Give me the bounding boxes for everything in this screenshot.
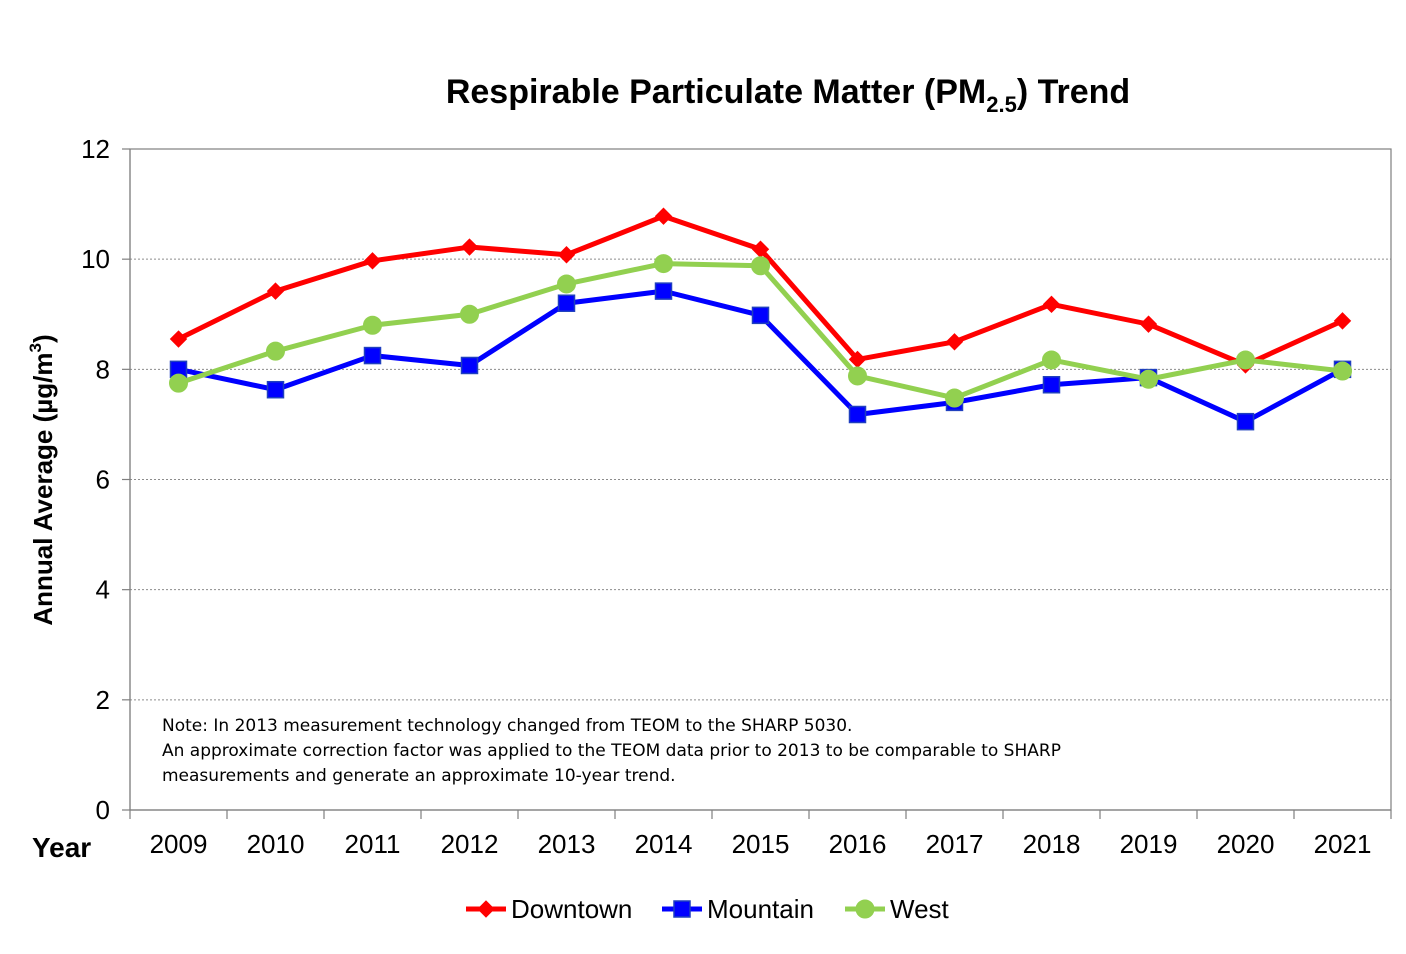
legend-marker-downtown: [477, 900, 495, 918]
data-point-downtown-2010: [266, 282, 285, 300]
series-downtown: [169, 207, 1352, 374]
y-tick-label-4: 4: [96, 575, 110, 605]
data-point-downtown-2011: [363, 252, 382, 270]
data-point-west-2014: [654, 254, 673, 274]
x-tick-label-2016: 2016: [829, 829, 887, 859]
chart-title-subscript: 2.5: [986, 92, 1017, 117]
y-tick-label-2: 2: [96, 685, 110, 715]
note-line-3: measurements and generate an approximate…: [162, 766, 676, 786]
data-point-west-2020: [1236, 350, 1255, 370]
x-tick-label-2014: 2014: [635, 829, 693, 859]
chart-title-main: Respirable Particulate Matter (PM: [446, 73, 986, 111]
gridlines: [130, 258, 1391, 701]
legend-label-mountain: Mountain: [707, 894, 814, 924]
data-point-mountain-2013: [557, 294, 576, 312]
data-point-downtown-2018: [1042, 295, 1061, 314]
note-line-1: Note: In 2013 measurement technology cha…: [162, 716, 852, 736]
x-tick-label-2017: 2017: [926, 829, 984, 859]
x-tick-label-2010: 2010: [247, 829, 305, 859]
x-tick-label-2009: 2009: [150, 829, 208, 859]
legend-item-downtown: Downtown: [466, 894, 632, 924]
legend-item-west: West: [845, 894, 950, 924]
series-layer: [169, 207, 1352, 431]
data-point-mountain-2014: [654, 282, 673, 300]
x-tick-label-2021: 2021: [1314, 829, 1372, 859]
y-tick-label-0: 0: [96, 795, 110, 825]
axes: [122, 148, 1392, 819]
y-axis-label-superscript: 3: [26, 343, 45, 352]
y-tick-label-10: 10: [81, 244, 110, 274]
data-point-west-2019: [1139, 369, 1158, 389]
data-point-west-2015: [751, 256, 770, 276]
data-point-west-2018: [1042, 350, 1061, 370]
data-point-west-2012: [460, 304, 479, 324]
x-tick-label-2013: 2013: [538, 829, 596, 859]
x-tick-label-2019: 2019: [1120, 829, 1178, 859]
data-point-west-2013: [557, 274, 576, 294]
data-point-mountain-2016: [848, 405, 867, 424]
x-tick-labels: 2009 2010 2011 2012 2013 2014 2015 2016 2017 2018…: [150, 829, 1372, 859]
data-point-west-2009: [169, 373, 188, 393]
data-point-mountain-2012: [460, 356, 479, 375]
y-axis-label: Annual Average (µg/m3): [26, 334, 58, 625]
y-axis-label-main: Annual Average (µg/m: [28, 353, 58, 626]
data-point-mountain-2010: [266, 380, 285, 399]
chart-note: Note: In 2013 measurement technology cha…: [162, 716, 1061, 786]
data-point-downtown-2012: [460, 238, 479, 256]
legend: Downtown Mountain West: [466, 894, 950, 924]
y-axis-label-end: ): [28, 334, 58, 343]
data-point-downtown-2019: [1139, 315, 1158, 333]
data-point-west-2011: [363, 315, 382, 335]
data-point-downtown-2021: [1333, 312, 1352, 330]
x-axis-label: Year: [32, 832, 91, 863]
chart-title-end: ) Trend: [1017, 73, 1130, 111]
data-point-west-2017: [945, 388, 964, 408]
data-point-downtown-2013: [557, 246, 576, 264]
data-point-west-2010: [266, 341, 285, 361]
data-point-west-2016: [848, 366, 867, 386]
data-point-mountain-2011: [363, 346, 382, 365]
legend-marker-mountain: [673, 900, 691, 918]
note-line-2: An approximate correction factor was app…: [162, 741, 1061, 761]
y-tick-label-12: 12: [81, 134, 110, 164]
data-point-downtown-2017: [945, 333, 964, 351]
data-point-downtown-2009: [169, 330, 188, 348]
x-tick-label-2020: 2020: [1217, 829, 1275, 859]
y-tick-label-6: 6: [96, 465, 110, 495]
data-point-downtown-2014: [654, 207, 673, 225]
legend-item-mountain: Mountain: [662, 894, 814, 924]
series-mountain: [169, 282, 1352, 431]
y-tick-labels: 0 2 4 6 8 10 12: [81, 134, 110, 825]
legend-label-downtown: Downtown: [511, 894, 632, 924]
x-tick-label-2018: 2018: [1023, 829, 1081, 859]
y-tick-label-8: 8: [96, 354, 110, 384]
legend-marker-west: [855, 899, 875, 919]
series-west: [169, 254, 1352, 408]
legend-label-west: West: [890, 894, 950, 924]
chart-title: Respirable Particulate Matter (PM2.5) Tr…: [446, 73, 1130, 117]
data-point-west-2021: [1333, 361, 1352, 381]
x-tick-label-2015: 2015: [732, 829, 790, 859]
x-tick-label-2012: 2012: [441, 829, 499, 859]
data-point-mountain-2020: [1236, 412, 1255, 431]
data-point-mountain-2015: [751, 306, 770, 325]
x-tick-label-2011: 2011: [345, 829, 401, 859]
series-line-downtown: [177, 213, 1344, 368]
data-point-mountain-2018: [1042, 376, 1061, 394]
